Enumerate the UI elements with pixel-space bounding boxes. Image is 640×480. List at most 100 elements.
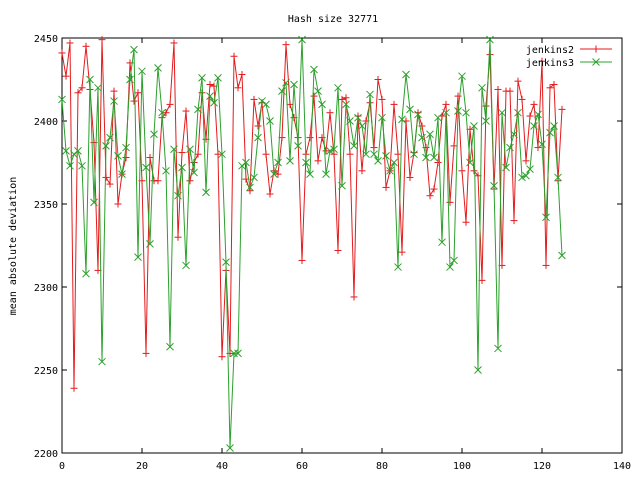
y-tick-label: 2300 xyxy=(34,283,58,294)
data-point xyxy=(110,87,118,95)
data-point xyxy=(418,133,426,142)
data-point xyxy=(366,90,374,99)
data-point xyxy=(530,122,538,130)
data-point xyxy=(474,366,482,374)
data-point xyxy=(398,248,406,256)
data-point xyxy=(98,36,106,44)
data-point xyxy=(358,167,366,175)
data-point xyxy=(106,180,114,188)
data-point xyxy=(402,70,410,79)
data-point xyxy=(398,115,406,124)
data-point xyxy=(194,150,202,158)
data-point xyxy=(154,177,162,185)
data-point xyxy=(458,72,466,81)
data-point xyxy=(330,145,338,154)
data-point xyxy=(390,100,398,108)
data-point xyxy=(534,144,542,152)
data-point xyxy=(114,152,122,160)
data-point xyxy=(174,233,182,241)
legend-label: jenkins3 xyxy=(526,58,574,69)
data-point xyxy=(554,173,562,182)
y-tick-label: 2350 xyxy=(34,200,58,211)
data-point xyxy=(430,185,438,193)
data-point xyxy=(102,173,110,181)
data-point xyxy=(306,170,314,178)
data-point xyxy=(426,192,434,200)
data-point xyxy=(558,105,566,113)
data-point xyxy=(210,98,218,107)
data-point xyxy=(522,171,530,180)
data-point xyxy=(178,149,186,157)
data-point xyxy=(250,173,258,182)
data-point xyxy=(130,45,138,54)
data-point xyxy=(298,35,306,44)
data-point xyxy=(394,150,402,158)
data-point xyxy=(390,158,398,167)
data-point xyxy=(90,198,98,207)
data-point xyxy=(234,84,242,92)
data-point xyxy=(350,142,358,150)
data-point xyxy=(122,143,130,152)
data-point xyxy=(194,105,202,114)
data-point xyxy=(542,213,550,222)
data-point xyxy=(66,39,74,47)
y-tick-label: 2250 xyxy=(34,366,58,377)
data-point xyxy=(266,117,274,125)
data-point xyxy=(354,113,362,122)
data-point xyxy=(158,108,166,117)
data-point xyxy=(186,145,194,154)
data-point xyxy=(422,153,430,162)
data-point xyxy=(310,65,318,74)
data-point xyxy=(62,147,70,155)
data-point xyxy=(470,167,478,175)
data-point xyxy=(510,217,518,225)
data-point xyxy=(174,191,182,200)
data-point xyxy=(78,84,86,92)
data-point xyxy=(314,87,322,95)
data-point xyxy=(78,161,86,170)
data-point xyxy=(494,85,502,93)
x-tick-label: 60 xyxy=(296,461,308,472)
data-point xyxy=(550,122,558,130)
data-point xyxy=(342,94,350,102)
data-point xyxy=(266,190,274,198)
data-point xyxy=(498,108,506,117)
data-point xyxy=(82,269,90,278)
data-point xyxy=(246,183,254,192)
data-point xyxy=(510,130,518,139)
data-point xyxy=(138,67,146,76)
data-point xyxy=(178,163,186,172)
x-tick-label: 40 xyxy=(216,461,228,472)
data-point xyxy=(142,349,150,357)
data-point xyxy=(202,188,210,197)
data-point xyxy=(378,113,386,122)
data-point xyxy=(538,57,546,65)
data-point xyxy=(306,134,314,142)
data-point xyxy=(262,150,270,158)
y-tick-label: 2400 xyxy=(34,117,58,128)
data-point xyxy=(434,159,442,166)
data-point xyxy=(466,158,474,167)
data-point xyxy=(522,157,530,165)
data-point xyxy=(222,258,230,266)
data-point xyxy=(514,77,522,85)
data-point xyxy=(550,80,558,88)
data-point xyxy=(538,140,546,149)
data-point xyxy=(370,150,378,159)
data-point xyxy=(294,142,302,150)
data-point xyxy=(338,95,346,103)
data-point xyxy=(450,256,458,265)
series-line xyxy=(61,39,563,449)
data-point xyxy=(146,239,154,248)
data-point xyxy=(118,170,126,178)
data-point xyxy=(122,154,130,162)
data-point xyxy=(558,251,566,260)
data-point xyxy=(170,39,178,47)
data-point xyxy=(290,80,298,89)
data-point xyxy=(134,253,142,261)
data-point xyxy=(362,150,370,159)
data-point xyxy=(270,170,278,178)
data-point xyxy=(382,183,390,191)
data-point xyxy=(478,83,486,92)
data-point xyxy=(214,73,222,82)
